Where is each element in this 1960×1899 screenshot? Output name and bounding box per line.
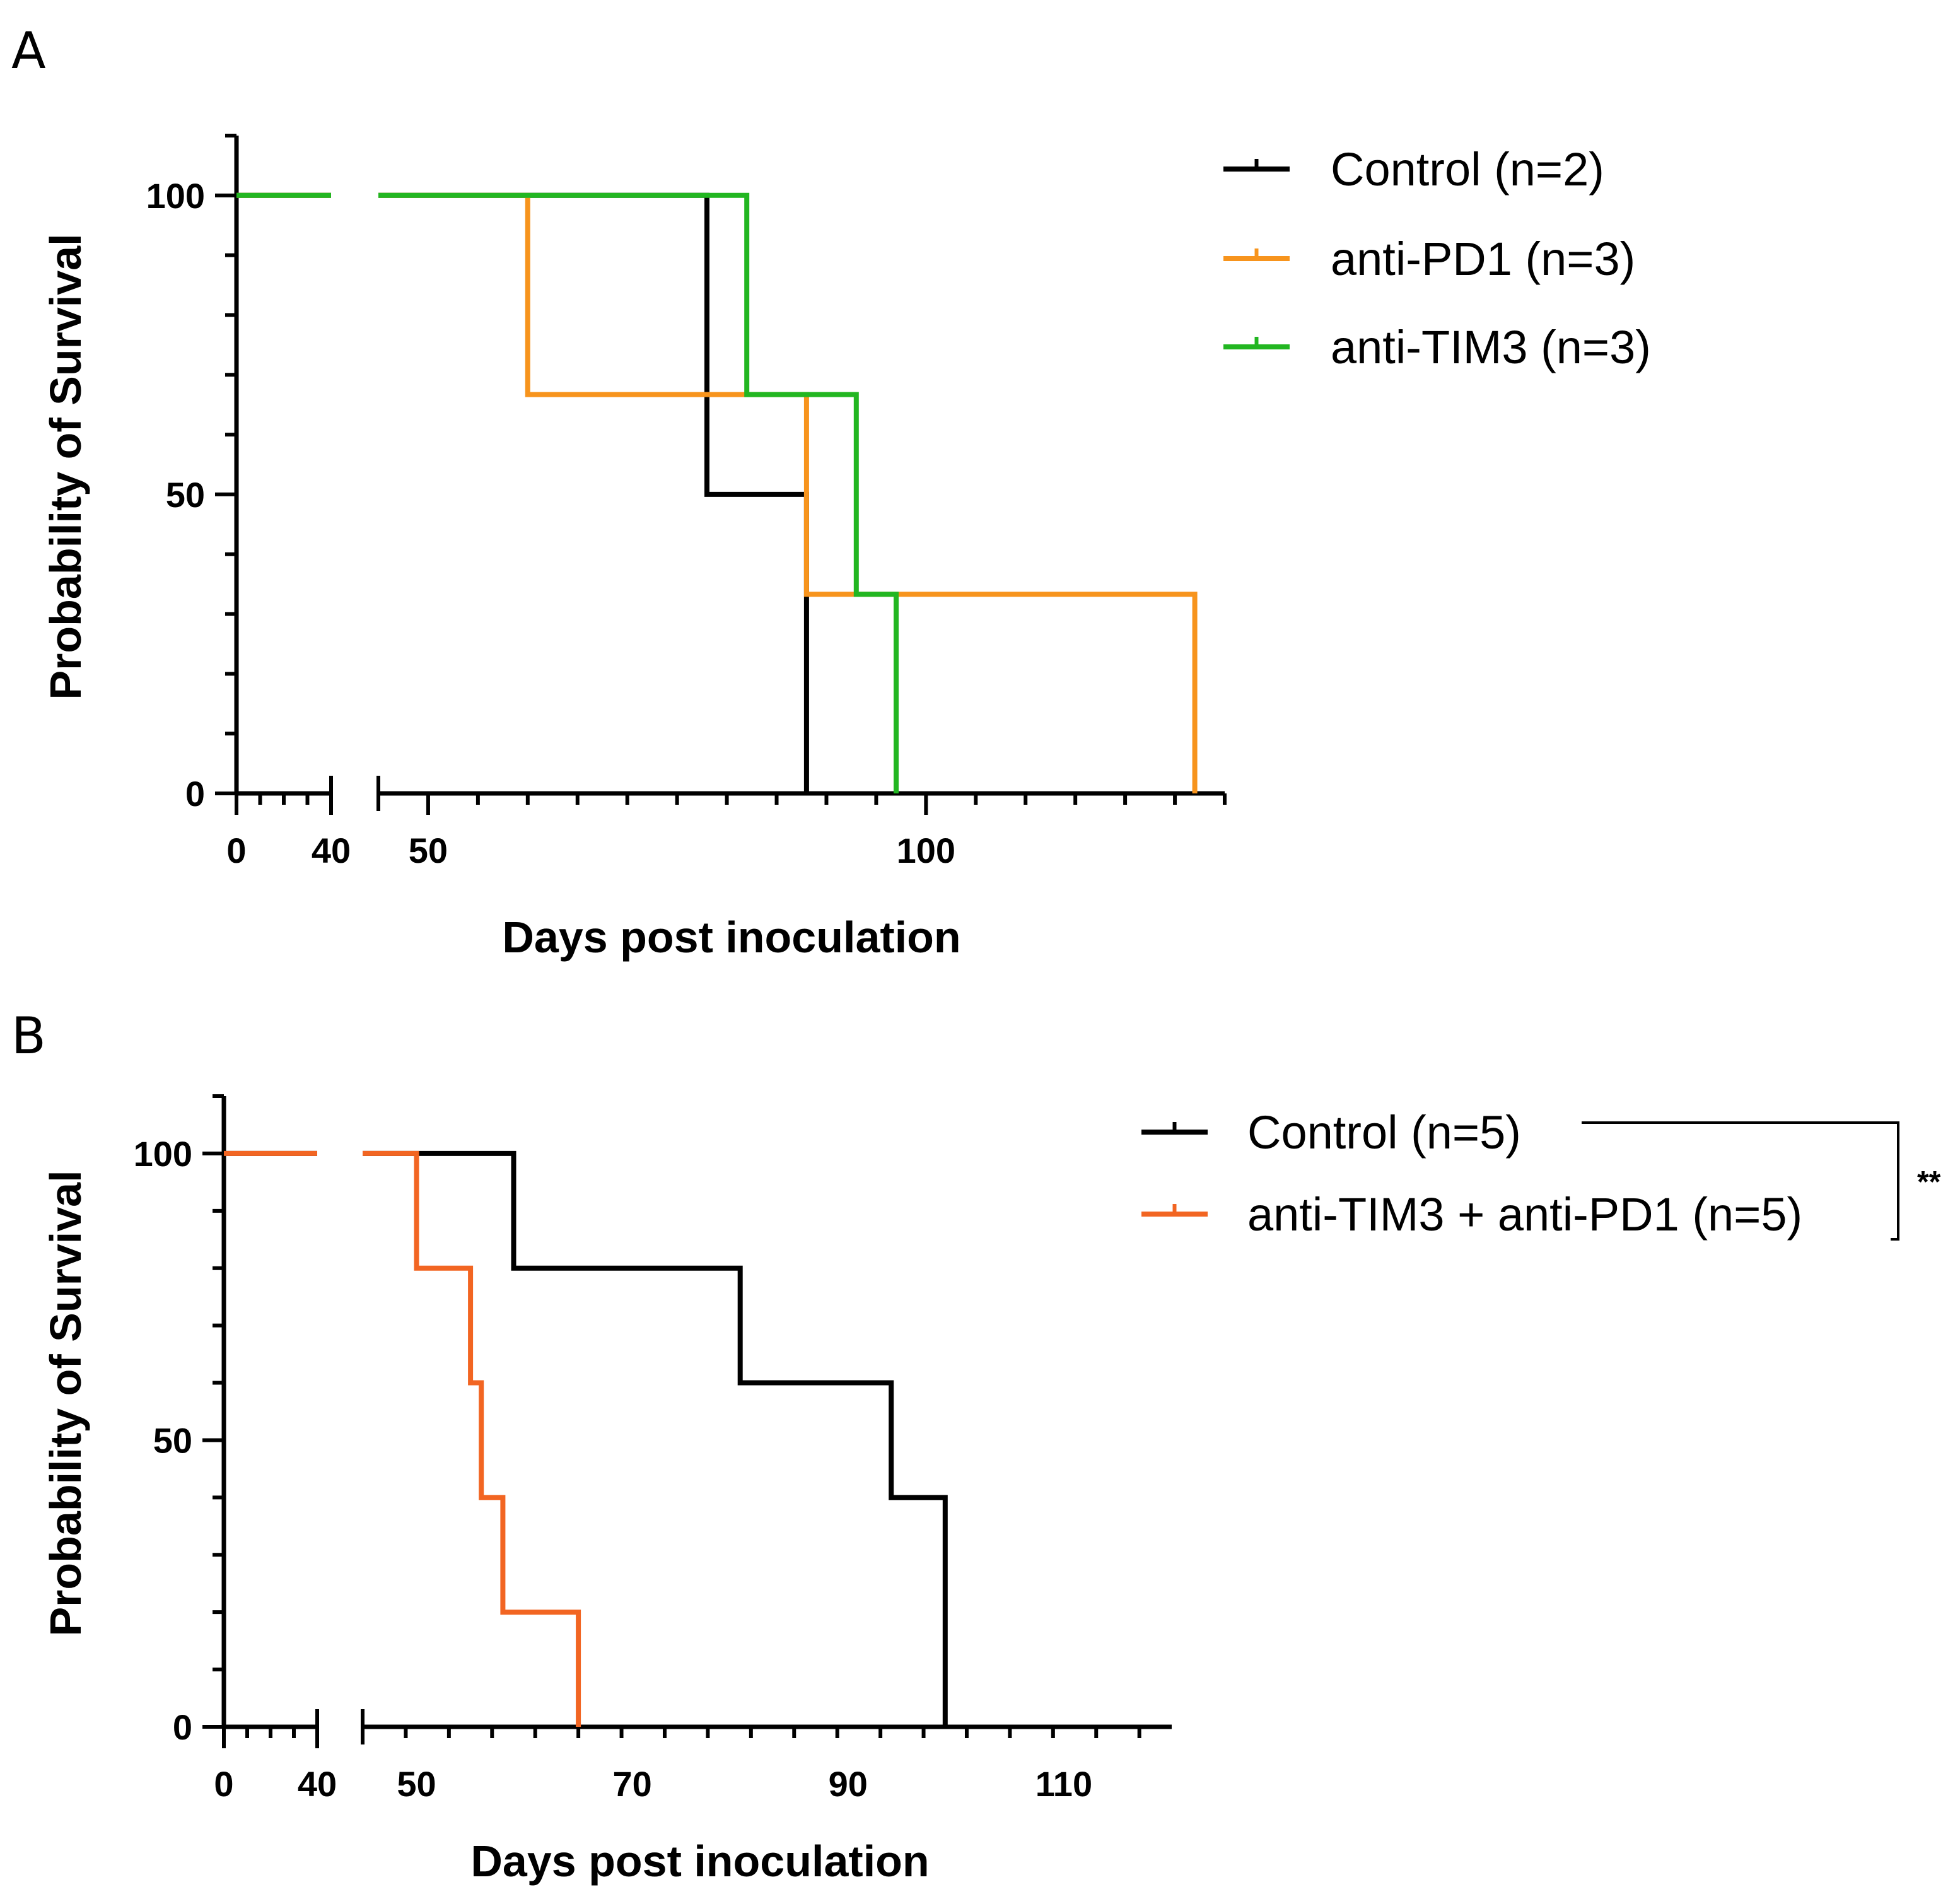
panel-b-x-axis-title: Days post inoculation bbox=[470, 1837, 929, 1886]
x-tick-label: 90 bbox=[829, 1764, 868, 1804]
x-tick-label: 110 bbox=[1035, 1764, 1092, 1804]
legend-label: Control (n=5) bbox=[1247, 1106, 1521, 1159]
legend-label: Control (n=2) bbox=[1331, 143, 1604, 196]
panel-b-y-axis-title: Probability of Survival bbox=[41, 1170, 90, 1636]
x-tick-label: 0 bbox=[214, 1764, 233, 1804]
significance-label: ** bbox=[1917, 1166, 1941, 1199]
x-tick-label: 50 bbox=[409, 831, 448, 870]
significance-bracket bbox=[1582, 1121, 1899, 1241]
series-line-0 bbox=[378, 192, 809, 793]
legend-label: anti-TIM3 + anti-PD1 (n=5) bbox=[1247, 1188, 1802, 1241]
x-tick-label: 40 bbox=[298, 1764, 337, 1804]
panel-b: B 0 50 100 0 40 50 70 90 110 Days post inoculati… bbox=[11, 1007, 1941, 1886]
panel-letter-a: A bbox=[11, 21, 46, 80]
y-tick-label: 0 bbox=[185, 774, 205, 814]
y-tick-label: 0 bbox=[173, 1707, 192, 1747]
panel-b-legend: Control (n=5) anti-TIM3 + anti-PD1 (n=5) *… bbox=[1141, 1106, 1941, 1241]
panel-a-x-axis-title: Days post inoculation bbox=[502, 913, 960, 962]
legend-label: anti-TIM3 (n=3) bbox=[1331, 321, 1651, 373]
x-tick-label: 0 bbox=[226, 831, 246, 870]
x-tick-label: 40 bbox=[312, 831, 351, 870]
panel-a-y-axis-title: Probability of Survival bbox=[41, 233, 90, 699]
y-tick-label: 50 bbox=[153, 1420, 192, 1460]
x-tick-label: 100 bbox=[897, 831, 955, 870]
y-tick-label: 100 bbox=[146, 176, 205, 216]
x-tick-label: 50 bbox=[397, 1764, 436, 1804]
series-line-0 bbox=[363, 1150, 948, 1727]
panel-b-axes: 0 50 100 0 40 50 70 90 110 bbox=[134, 1094, 1172, 1804]
x-tick-label: 70 bbox=[613, 1764, 652, 1804]
legend-label: anti-PD1 (n=3) bbox=[1331, 233, 1635, 285]
series-line-2 bbox=[378, 192, 899, 793]
series-line-1 bbox=[363, 1150, 581, 1727]
panel-a: A 0 50 100 0 40 50 100 Days post inoculation P… bbox=[11, 21, 1651, 962]
y-tick-label: 100 bbox=[134, 1134, 192, 1174]
panel-a-axes: 0 50 100 0 40 50 100 bbox=[146, 134, 1227, 870]
panel-a-legend: Control (n=2) anti-PD1 (n=3) anti-TIM3 (n=… bbox=[1223, 143, 1651, 373]
panel-letter-b: B bbox=[11, 1007, 46, 1065]
y-tick-label: 50 bbox=[166, 475, 205, 515]
